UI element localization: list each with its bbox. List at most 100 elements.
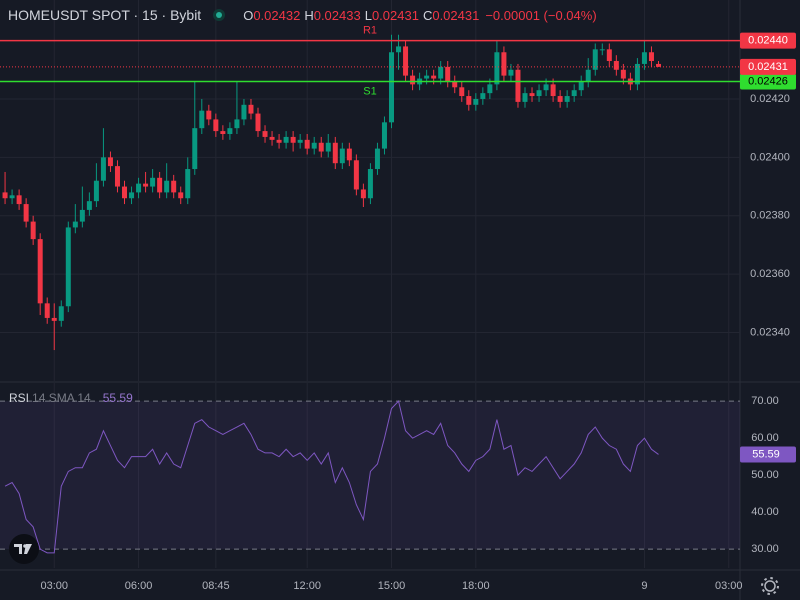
gear-ring[interactable] [764, 580, 776, 592]
candle-body [93, 180, 99, 202]
candle-body [543, 84, 549, 91]
candle-body [381, 122, 387, 149]
candle-body [178, 192, 184, 199]
y-tick-label: 0.02400 [750, 151, 790, 163]
last-price-label: 0.02431 [748, 61, 788, 73]
level-tag-label: 0.02426 [748, 75, 788, 87]
candle-body [655, 63, 661, 67]
candle-body [431, 75, 437, 79]
candle-body [360, 189, 366, 199]
symbol-header: HOMEUSDT SPOT · 15 · Bybit O 0.02432 H 0.0… [8, 7, 597, 23]
candle-body [571, 90, 577, 97]
x-tick-label: 9 [641, 580, 647, 592]
candle-body [51, 317, 57, 321]
candle-body [185, 169, 191, 199]
ohlc-key: H [304, 7, 314, 23]
market-status [213, 9, 226, 21]
candle-body [424, 75, 430, 79]
candle-body [473, 98, 479, 105]
rsi-value-label: 55.59 [752, 448, 780, 460]
candle-body [389, 52, 395, 123]
settings-icon[interactable] [761, 577, 779, 595]
candle-body [297, 139, 303, 143]
x-tick-label: 12:00 [293, 580, 321, 592]
rsi-tick-label: 30.00 [751, 543, 779, 555]
candle-body [262, 131, 268, 137]
rsi-header: RSI 14 SMA 14 55.59 [9, 391, 133, 405]
candle-body [620, 69, 626, 79]
candle-body [30, 221, 36, 240]
rsi-line [4, 400, 659, 554]
symbol[interactable]: HOMEUSDT SPOT · 15 · Bybit [8, 7, 202, 23]
candle-body [150, 177, 156, 187]
rsi-title[interactable]: RSI [9, 391, 30, 405]
candle-body [234, 119, 240, 129]
candle-body [515, 69, 521, 102]
candle-body [367, 169, 373, 199]
candle-body [641, 52, 647, 64]
candle-body [213, 119, 219, 132]
candle-body [606, 49, 612, 62]
candle-body [403, 46, 409, 76]
candle-body [346, 148, 352, 161]
candle-body [445, 66, 451, 82]
candle-body [143, 183, 149, 187]
candle-body [522, 93, 528, 102]
candle-body [592, 49, 598, 70]
rsi-params: 14 SMA 14 [32, 391, 91, 405]
candle-body [276, 139, 282, 143]
rsi-tick-label: 40.00 [751, 506, 779, 518]
candle-body [564, 96, 570, 102]
candle-body [241, 104, 247, 120]
rsi-tick-label: 70.00 [751, 395, 779, 407]
candle-body [136, 183, 142, 193]
ohlc-value: 0.02433 [313, 7, 361, 23]
candle-body [648, 52, 654, 62]
candle-body [304, 139, 310, 149]
x-tick-label: 18:00 [462, 580, 490, 592]
candle-body [100, 157, 106, 181]
candle-body [44, 303, 50, 318]
candle-body [353, 160, 359, 190]
ohlc-value: 0.02431 [371, 7, 419, 23]
last-price-tag [740, 58, 796, 75]
y-tick-label: 0.02360 [750, 268, 790, 280]
x-tick-label: 03:00 [40, 580, 68, 592]
axes: 03:00 06:00 08:45 12:00 15:00 18:00 9 03:00 0.02… [40, 32, 796, 592]
logo-circle [9, 534, 39, 564]
y-tick-label: 0.02380 [750, 210, 790, 222]
candle-body [206, 110, 212, 120]
level-name: S1 [363, 85, 376, 97]
rsi-value-tag [740, 446, 796, 463]
candle-body [318, 142, 324, 152]
candle-body [613, 61, 619, 70]
ohlc-key: O [243, 7, 254, 23]
candle-body [122, 186, 128, 199]
candle-body [529, 93, 535, 97]
candle-body [480, 93, 486, 99]
candle-body [585, 69, 591, 82]
candle-body [227, 128, 233, 135]
ohlc-key: C [422, 7, 433, 23]
candle-body [220, 131, 226, 135]
candle-body [550, 84, 556, 97]
candle-body [199, 110, 205, 129]
candle-body [23, 204, 29, 222]
gear-teeth[interactable] [761, 577, 779, 595]
candle-body [79, 209, 85, 222]
candle-body [557, 96, 563, 102]
level-tag-label: 0.02440 [748, 34, 788, 46]
x-tick-label: 03:00 [715, 580, 743, 592]
candle-body [171, 180, 177, 193]
candle-body [157, 177, 163, 193]
rsi-value: 55.59 [102, 391, 133, 405]
candle-body [58, 306, 64, 321]
ohlc-key: L [364, 7, 372, 23]
y-tick-label: 0.02420 [750, 93, 790, 105]
level-name: R1 [363, 24, 377, 36]
x-tick-label: 15:00 [378, 580, 406, 592]
y-tick-label: 0.02340 [750, 326, 790, 338]
